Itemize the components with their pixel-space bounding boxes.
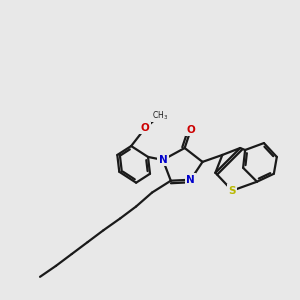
Text: CH$_3$: CH$_3$	[152, 109, 168, 122]
Text: O: O	[186, 125, 195, 135]
Text: S: S	[229, 186, 236, 196]
Text: N: N	[186, 175, 195, 185]
Text: N: N	[158, 155, 167, 165]
Text: O: O	[141, 123, 149, 133]
